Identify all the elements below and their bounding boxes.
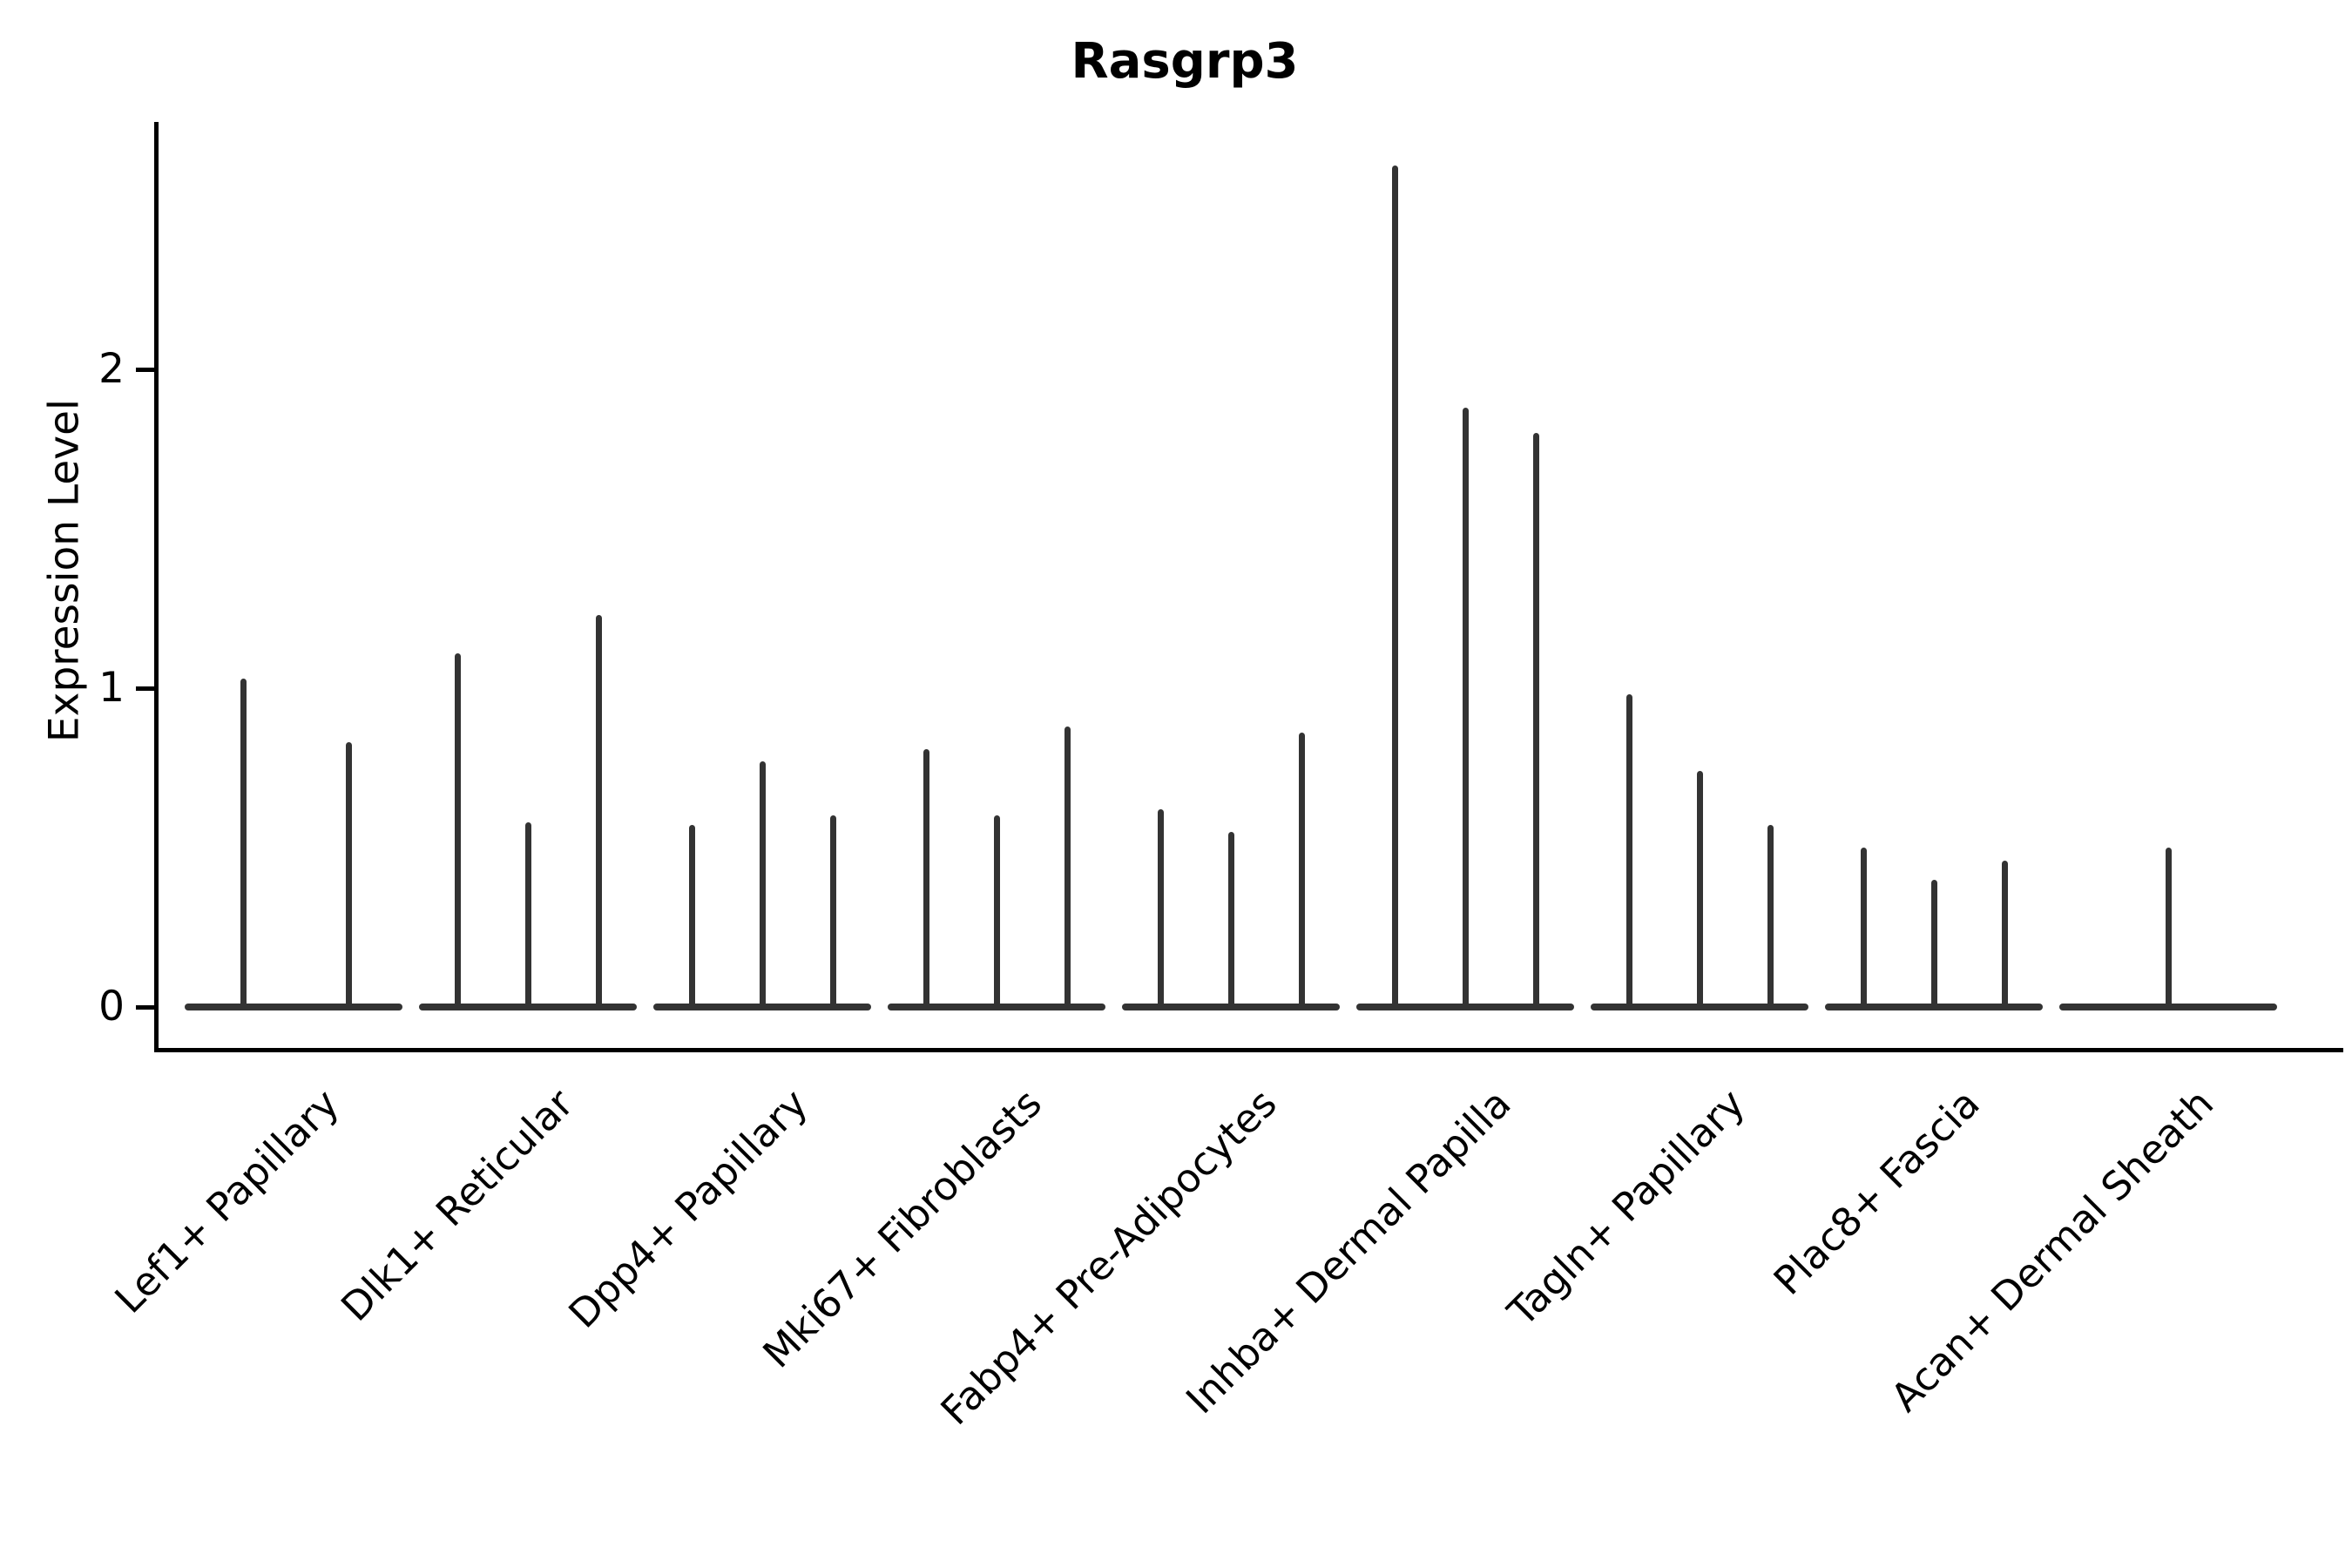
x-axis-label: Lef1+ Papillary	[105, 1080, 348, 1322]
x-axis-label: Plac8+ Fascia	[1764, 1080, 1989, 1304]
x-axis-label: Dlk1+ Reticular	[332, 1080, 583, 1330]
violin-spike	[1860, 848, 1867, 1007]
violin-spike	[1532, 433, 1539, 1007]
violin-spike	[993, 815, 1000, 1007]
violin-base	[1591, 1004, 1808, 1010]
violin-base	[2059, 1004, 2277, 1010]
violin-spike	[1298, 733, 1305, 1007]
y-tick-label: 2	[98, 345, 125, 393]
violin-spike	[595, 614, 602, 1007]
y-tick-mark	[136, 686, 156, 691]
violin-base	[185, 1004, 402, 1010]
violin-base	[1825, 1004, 2043, 1010]
y-tick-mark	[136, 1004, 156, 1010]
violin-base	[1122, 1004, 1340, 1010]
violin-spike	[923, 748, 929, 1007]
plot-title: Rasgrp3	[1071, 33, 1299, 90]
violin-base	[888, 1004, 1105, 1010]
violin-spike	[240, 679, 247, 1007]
violin-spike	[2165, 848, 2172, 1007]
x-axis-line	[154, 1048, 2343, 1052]
x-axis-label: Dpp4+ Papillary	[559, 1080, 817, 1337]
violin-spike	[1930, 879, 1937, 1007]
y-tick-mark	[136, 367, 156, 372]
y-tick-label: 0	[98, 983, 125, 1031]
violin-spike	[1696, 771, 1703, 1007]
violin-spike	[454, 652, 461, 1007]
violin-spike	[759, 761, 766, 1007]
x-axis-label: Tagln+ Papillary	[1498, 1080, 1754, 1335]
violin-spike	[1227, 831, 1234, 1007]
y-tick-label: 1	[98, 664, 125, 712]
violin-base	[653, 1004, 871, 1010]
violin-base	[419, 1004, 637, 1010]
violin-spike	[1157, 809, 1164, 1007]
violin-spike	[1064, 726, 1071, 1007]
violin-spike	[2001, 860, 2008, 1007]
violin-spike	[345, 742, 352, 1007]
violin-spike	[829, 815, 836, 1007]
violin-spike	[1625, 694, 1632, 1007]
violin-spike	[1767, 825, 1774, 1007]
violin-base	[1356, 1004, 1574, 1010]
y-axis-line	[154, 122, 159, 1052]
violin-spike	[524, 821, 531, 1007]
violin-spike	[1391, 165, 1398, 1007]
violin-spike	[1462, 407, 1469, 1007]
violin-spike	[688, 825, 695, 1007]
